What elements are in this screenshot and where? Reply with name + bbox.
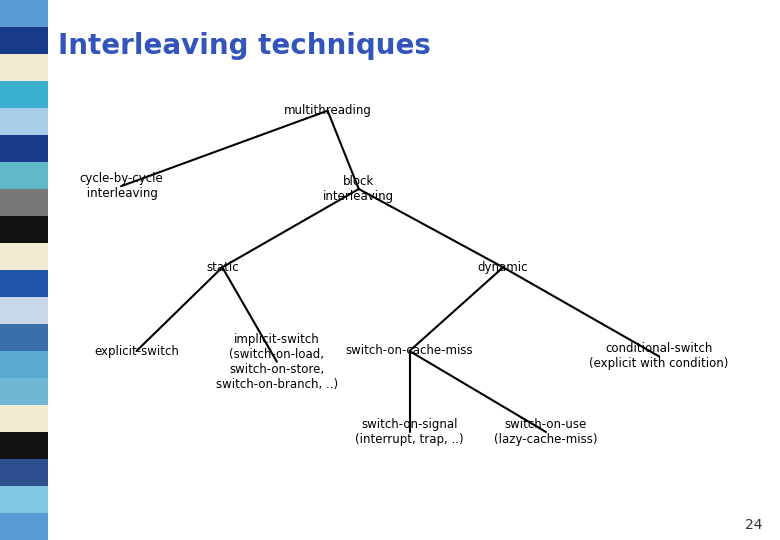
Text: switch-on-signal
(interrupt, trap, ..): switch-on-signal (interrupt, trap, ..) — [355, 418, 464, 446]
Bar — [0, 297, 48, 324]
Text: block
interleaving: block interleaving — [323, 175, 395, 203]
Bar — [0, 54, 48, 81]
Bar — [0, 459, 48, 486]
Bar — [0, 81, 48, 108]
Bar — [0, 162, 48, 189]
Bar — [0, 378, 48, 405]
Text: implicit-switch
(switch-on-load,
switch-on-store,
switch-on-branch, ..): implicit-switch (switch-on-load, switch-… — [216, 333, 338, 391]
Bar — [0, 0, 48, 27]
Bar — [0, 324, 48, 351]
Text: explicit-switch: explicit-switch — [94, 345, 179, 357]
Text: conditional-switch
(explicit with condition): conditional-switch (explicit with condit… — [590, 342, 729, 370]
Bar — [0, 135, 48, 162]
Bar — [0, 486, 48, 513]
Bar — [0, 351, 48, 378]
Text: cycle-by-cycle
 interleaving: cycle-by-cycle interleaving — [79, 172, 163, 200]
Bar — [0, 270, 48, 297]
Bar — [0, 27, 48, 54]
Text: switch-on-cache-miss: switch-on-cache-miss — [346, 345, 473, 357]
Bar — [0, 405, 48, 432]
Bar — [0, 216, 48, 243]
Text: static: static — [206, 261, 239, 274]
Bar — [0, 513, 48, 540]
Text: multithreading: multithreading — [284, 104, 371, 117]
Bar — [0, 432, 48, 459]
Text: Interleaving techniques: Interleaving techniques — [58, 32, 431, 60]
Bar — [0, 108, 48, 135]
Text: switch-on-use
(lazy-cache-miss): switch-on-use (lazy-cache-miss) — [495, 418, 597, 446]
Bar — [0, 189, 48, 216]
Text: 24: 24 — [744, 518, 762, 532]
Bar — [0, 243, 48, 270]
Text: dynamic: dynamic — [478, 261, 528, 274]
